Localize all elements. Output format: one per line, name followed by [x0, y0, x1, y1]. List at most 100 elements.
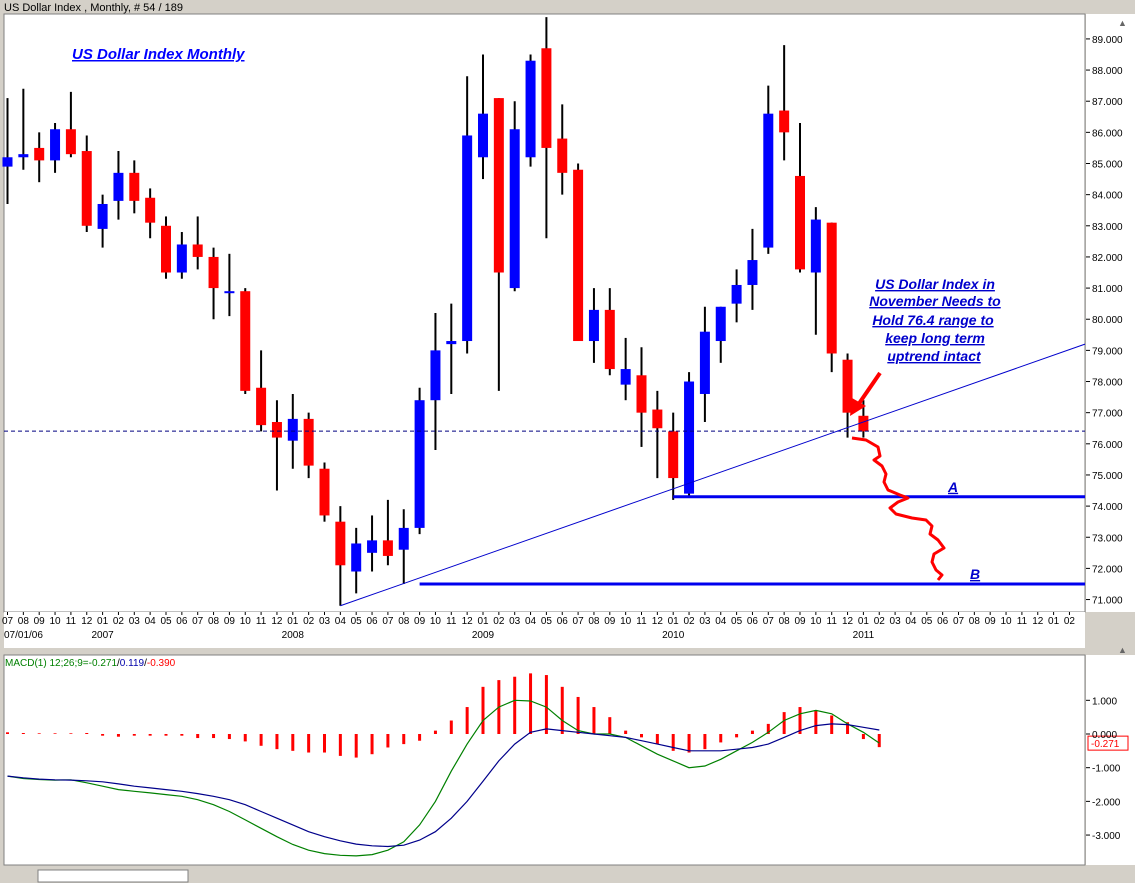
- price-tick-label: 88.000: [1092, 66, 1123, 77]
- annotation-arrow: [856, 371, 882, 407]
- macd-last-box: [1087, 735, 1129, 751]
- time-tick-label: 11: [256, 616, 267, 627]
- candle-body: [113, 172, 124, 201]
- candle-body: [398, 527, 409, 550]
- time-tick-label: 05: [160, 616, 172, 627]
- time-tick-label: 11: [446, 616, 457, 627]
- macd-tick-label: 1.000: [1092, 696, 1117, 707]
- candle-body: [620, 369, 631, 385]
- annotation-line: uptrend intact: [887, 348, 982, 364]
- candle-body: [668, 431, 679, 479]
- time-axis: [4, 612, 1085, 648]
- time-tick-label: 10: [49, 616, 61, 627]
- price-tick-label: 71.000: [1092, 596, 1123, 607]
- candle-body: [351, 543, 362, 572]
- candle-body: [382, 540, 393, 556]
- time-tick-label: 05: [921, 616, 933, 627]
- time-tick-label: 03: [509, 616, 521, 627]
- candle-body: [842, 359, 853, 413]
- time-tick-label: 03: [890, 616, 902, 627]
- time-tick-label: 09: [414, 616, 426, 627]
- time-tick-label: 09: [604, 616, 616, 627]
- time-tick-label: 01: [668, 616, 680, 627]
- candle-body: [699, 331, 710, 394]
- annotation-line: November Needs to: [869, 293, 1001, 309]
- horizontal-scrollbar[interactable]: [37, 869, 189, 883]
- chart-title: US Dollar Index Monthly: [72, 46, 245, 63]
- candle-body: [636, 375, 647, 413]
- projected-path: [851, 436, 946, 581]
- price-tick-label: 85.000: [1092, 160, 1123, 171]
- time-tick-label: 03: [319, 616, 331, 627]
- price-tick-label: 83.000: [1092, 222, 1123, 233]
- annotation-line: US Dollar Index in: [875, 276, 995, 292]
- time-tick-label: 01: [1048, 616, 1060, 627]
- window-title: US Dollar Index , Monthly, # 54 / 189: [4, 2, 183, 14]
- year-label: 2010: [662, 630, 685, 641]
- time-tick-label: 06: [557, 616, 569, 627]
- price-tick-label: 89.000: [1092, 35, 1123, 46]
- year-label: 2007: [91, 630, 114, 641]
- time-tick-label: 12: [81, 616, 93, 627]
- candle-body: [557, 138, 568, 173]
- candle-body: [826, 222, 837, 354]
- candle-body: [367, 540, 378, 553]
- level-label-b: B: [970, 566, 980, 582]
- candle-body: [858, 415, 869, 432]
- time-tick-label: 10: [620, 616, 632, 627]
- candle-body: [430, 350, 441, 401]
- price-tick-label: 82.000: [1092, 253, 1123, 264]
- time-tick-label: 10: [810, 616, 822, 627]
- time-tick-label: 05: [351, 616, 363, 627]
- year-label: 2008: [282, 630, 305, 641]
- time-tick-label: 05: [541, 616, 553, 627]
- macd-tick-label: 0.000: [1092, 730, 1117, 741]
- macd-legend-signal: 0.119: [120, 658, 145, 669]
- candle-body: [810, 219, 821, 273]
- time-tick-label: 02: [113, 616, 125, 627]
- time-tick-label: 02: [874, 616, 886, 627]
- candle-body: [271, 422, 282, 438]
- price-tick-label: 77.000: [1092, 409, 1123, 420]
- price-tick-label: 73.000: [1092, 533, 1123, 544]
- pane-corner-marker: ▲: [1118, 18, 1127, 28]
- candle-body: [240, 291, 251, 391]
- time-tick-label: 02: [683, 616, 695, 627]
- time-tick-label: 09: [224, 616, 236, 627]
- time-tick-label: 09: [794, 616, 806, 627]
- candle-body: [2, 157, 13, 167]
- pane-corner-marker: ▲: [1118, 645, 1127, 655]
- time-tick-label: 07: [192, 616, 204, 627]
- time-tick-label: 07: [763, 616, 775, 627]
- candle-body: [97, 203, 108, 229]
- candle-body: [224, 291, 235, 294]
- candle-body: [176, 244, 187, 273]
- candle-body: [81, 151, 92, 226]
- price-tick-label: 84.000: [1092, 191, 1123, 202]
- time-tick-label: 11: [636, 616, 647, 627]
- candle-body: [715, 306, 726, 342]
- year-label: 2011: [853, 630, 875, 641]
- macd-tick-label: -3.000: [1092, 831, 1121, 842]
- candle-body: [478, 113, 488, 158]
- level-label-a: A: [947, 479, 958, 495]
- time-tick-label: 07: [2, 616, 14, 627]
- price-axis-ticks: 71.000 72.000 73.000 74.000 75.000 76.000 77.0…: [1086, 35, 1123, 607]
- time-tick-label: 10: [1000, 616, 1012, 627]
- candle-body: [161, 225, 171, 273]
- time-tick-label: 06: [366, 616, 378, 627]
- candle-body: [34, 147, 45, 161]
- time-tick-label: 04: [715, 616, 727, 627]
- time-tick-label: 02: [493, 616, 505, 627]
- time-tick-label: 09: [34, 616, 46, 627]
- candle-body: [287, 418, 298, 441]
- time-tick-label: 02: [303, 616, 315, 627]
- time-tick-label: 04: [335, 616, 347, 627]
- macd-legend-macd: -0.271: [89, 658, 118, 669]
- candle-body: [65, 129, 76, 155]
- time-tick-label: 01: [858, 616, 870, 627]
- annotation-arrow-head: [850, 398, 866, 416]
